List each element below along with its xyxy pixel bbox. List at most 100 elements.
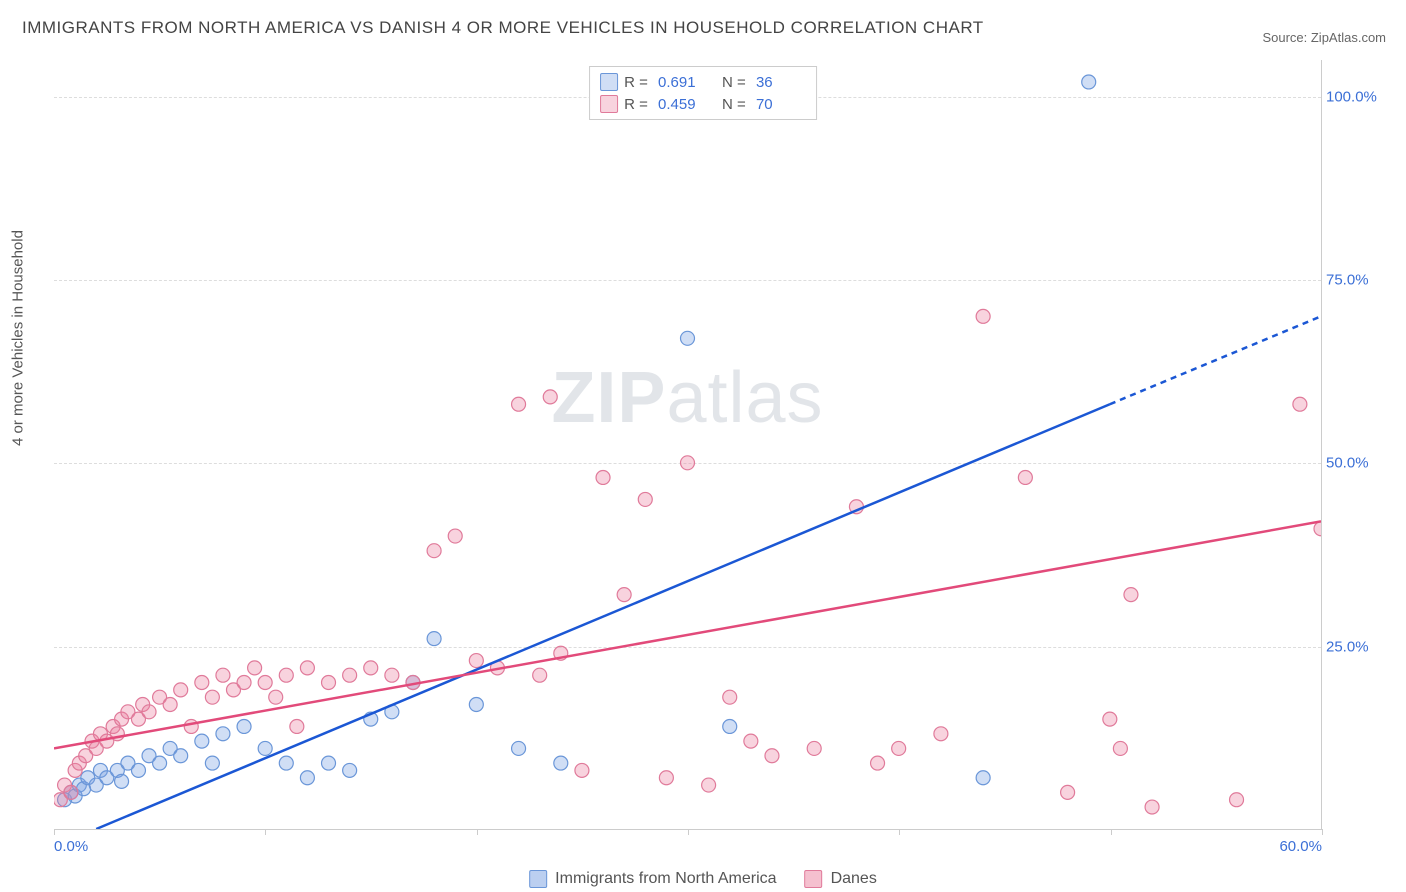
trendline-dashed	[1110, 316, 1321, 404]
scatter-point	[205, 756, 219, 770]
chart-title: IMMIGRANTS FROM NORTH AMERICA VS DANISH …	[22, 18, 984, 38]
scatter-point	[807, 741, 821, 755]
scatter-point	[976, 309, 990, 323]
scatter-point	[343, 668, 357, 682]
series-legend: Immigrants from North America Danes	[529, 870, 877, 888]
scatter-point	[269, 690, 283, 704]
scatter-point	[115, 774, 129, 788]
series-legend-item: Immigrants from North America	[529, 870, 776, 888]
legend-row: R = 0.459 N = 70	[600, 93, 806, 115]
scatter-point	[322, 676, 336, 690]
scatter-point	[681, 456, 695, 470]
x-tick-mark	[688, 829, 689, 835]
legend-swatch	[529, 870, 547, 888]
scatter-point	[279, 756, 293, 770]
scatter-point	[174, 749, 188, 763]
y-axis-label: 4 or more Vehicles in Household	[10, 230, 27, 446]
x-tick-label: 0.0%	[54, 838, 88, 855]
legend-r-value: 0.459	[658, 96, 708, 113]
scatter-point	[512, 397, 526, 411]
correlation-legend: R = 0.691 N = 36 R = 0.459 N = 70	[589, 66, 817, 120]
scatter-point	[469, 654, 483, 668]
scatter-point	[1124, 588, 1138, 602]
scatter-point	[216, 668, 230, 682]
scatter-point	[659, 771, 673, 785]
trendline	[54, 521, 1321, 748]
scatter-point	[427, 544, 441, 558]
scatter-point	[533, 668, 547, 682]
scatter-point	[469, 698, 483, 712]
scatter-point	[364, 661, 378, 675]
plot-area: ZIPatlas 25.0%50.0%75.0%100.0%0.0%60.0%	[54, 60, 1322, 830]
scatter-point	[1145, 800, 1159, 814]
scatter-point	[723, 719, 737, 733]
scatter-point	[300, 661, 314, 675]
scatter-point	[174, 683, 188, 697]
series-legend-label: Immigrants from North America	[555, 870, 776, 888]
legend-r-value: 0.691	[658, 74, 708, 91]
scatter-point	[153, 756, 167, 770]
scatter-point	[1061, 785, 1075, 799]
x-tick-mark	[54, 829, 55, 835]
x-tick-mark	[1111, 829, 1112, 835]
scatter-point	[702, 778, 716, 792]
scatter-point	[205, 690, 219, 704]
x-tick-label: 60.0%	[1279, 838, 1322, 855]
scatter-point	[184, 719, 198, 733]
scatter-point	[279, 668, 293, 682]
scatter-point	[638, 492, 652, 506]
scatter-point	[723, 690, 737, 704]
scatter-point	[976, 771, 990, 785]
legend-row: R = 0.691 N = 36	[600, 71, 806, 93]
scatter-point	[300, 771, 314, 785]
legend-swatch	[600, 95, 618, 113]
y-tick-label: 50.0%	[1326, 455, 1386, 472]
scatter-point	[322, 756, 336, 770]
scatter-point	[575, 763, 589, 777]
y-tick-label: 100.0%	[1326, 88, 1386, 105]
legend-swatch	[805, 870, 823, 888]
x-tick-mark	[477, 829, 478, 835]
scatter-point	[512, 741, 526, 755]
scatter-point	[237, 719, 251, 733]
series-legend-label: Danes	[831, 870, 877, 888]
scatter-point	[744, 734, 758, 748]
y-tick-label: 75.0%	[1326, 272, 1386, 289]
legend-n-label: N =	[722, 74, 750, 91]
legend-r-label: R =	[624, 74, 652, 91]
scatter-point	[1113, 741, 1127, 755]
scatter-point	[385, 668, 399, 682]
scatter-point	[448, 529, 462, 543]
scatter-point	[934, 727, 948, 741]
scatter-point	[1293, 397, 1307, 411]
scatter-point	[681, 331, 695, 345]
source-attribution: Source: ZipAtlas.com	[1262, 30, 1386, 45]
scatter-point	[554, 756, 568, 770]
trendline	[96, 404, 1110, 829]
chart-svg	[54, 60, 1321, 829]
scatter-point	[142, 705, 156, 719]
scatter-point	[1103, 712, 1117, 726]
legend-n-value: 36	[756, 74, 806, 91]
scatter-point	[248, 661, 262, 675]
legend-r-label: R =	[624, 96, 652, 113]
scatter-point	[596, 470, 610, 484]
scatter-point	[427, 632, 441, 646]
scatter-point	[892, 741, 906, 755]
x-tick-mark	[899, 829, 900, 835]
scatter-point	[1018, 470, 1032, 484]
scatter-point	[765, 749, 779, 763]
scatter-point	[216, 727, 230, 741]
legend-swatch	[600, 73, 618, 91]
scatter-point	[1314, 522, 1321, 536]
scatter-point	[343, 763, 357, 777]
scatter-point	[290, 719, 304, 733]
scatter-point	[617, 588, 631, 602]
legend-n-value: 70	[756, 96, 806, 113]
series-legend-item: Danes	[805, 870, 877, 888]
scatter-point	[195, 676, 209, 690]
scatter-point	[195, 734, 209, 748]
legend-n-label: N =	[722, 96, 750, 113]
scatter-point	[237, 676, 251, 690]
scatter-point	[543, 390, 557, 404]
